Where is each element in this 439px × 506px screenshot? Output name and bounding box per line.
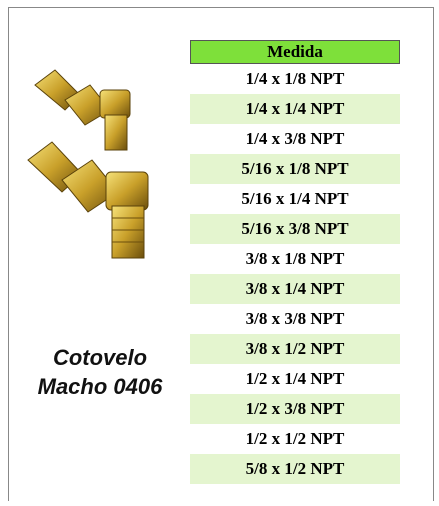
- size-table: Medida 1/4 x 1/8 NPT 1/4 x 1/4 NPT 1/4 x 3…: [190, 40, 400, 484]
- table-row: 3/8 x 3/8 NPT: [245, 309, 345, 328]
- caption: Cotovelo: [52, 345, 148, 370]
- table-row: 1/4 x 1/8 NPT: [245, 69, 345, 88]
- table-row: 3/8 x 1/4 NPT: [190, 274, 400, 304]
- table-row: 5/8 x 1/2 NPT: [190, 454, 400, 484]
- table-row: 1/4 x 1/4 NPT: [190, 94, 400, 124]
- caption: Macho 0406: [37, 374, 163, 399]
- table-row: 3/8 x 1/8 NPT: [245, 249, 345, 268]
- table-header: Medida: [190, 40, 400, 64]
- product-image: [27, 69, 149, 259]
- table-row: 5/16 x 3/8 NPT: [190, 214, 400, 244]
- table-row: 1/2 x 1/2 NPT: [245, 429, 345, 448]
- table-row: 1/2 x 3/8 NPT: [190, 394, 400, 424]
- table-row: 1/2 x 1/4 NPT: [245, 369, 345, 388]
- table-row: 3/8 x 1/2 NPT: [190, 334, 400, 364]
- table-row: 1/4 x 3/8 NPT: [245, 129, 345, 148]
- frame: [8, 7, 434, 501]
- table-row: 5/16 x 1/8 NPT: [190, 154, 400, 184]
- table-row: 5/16 x 1/4 NPT: [241, 189, 349, 208]
